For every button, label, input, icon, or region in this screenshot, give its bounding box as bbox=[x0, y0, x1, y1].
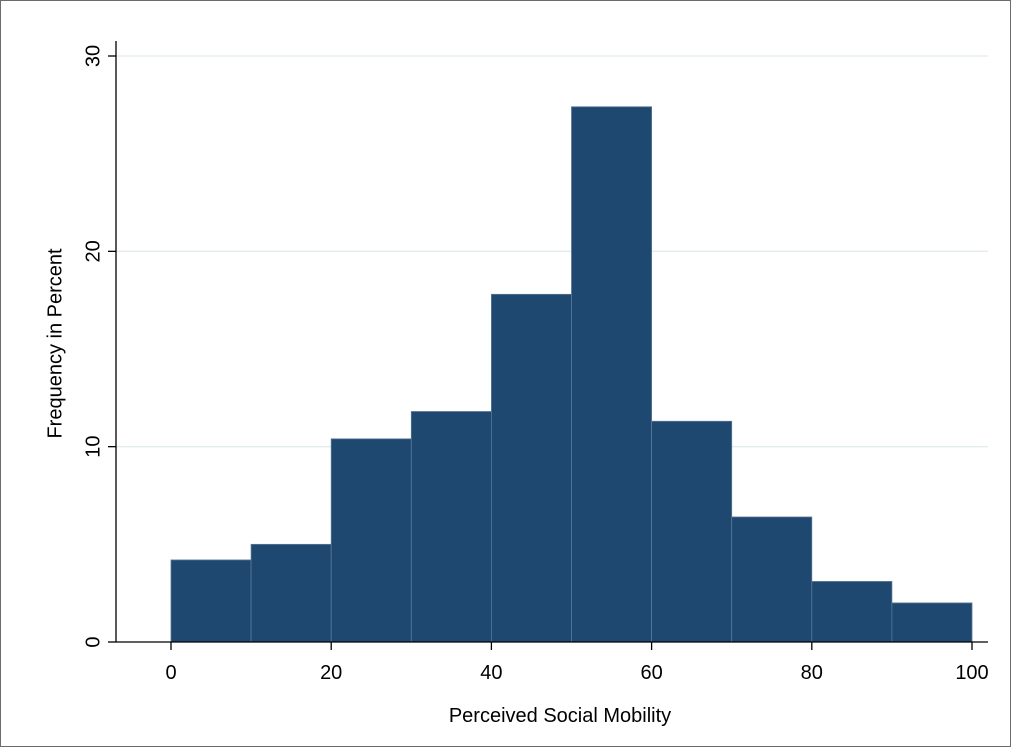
y-tick-label-0: 0 bbox=[82, 636, 104, 647]
y-tick-label-20: 20 bbox=[82, 240, 104, 262]
histogram-bar-4 bbox=[490, 293, 572, 643]
histogram-bar-9 bbox=[891, 602, 973, 643]
axis-layer bbox=[115, 41, 988, 643]
x-tick-label-40: 40 bbox=[480, 662, 502, 684]
bar-layer bbox=[170, 106, 973, 643]
histogram-bar-1 bbox=[250, 543, 332, 643]
histogram-bar-3 bbox=[410, 411, 492, 643]
histogram-bar-7 bbox=[731, 516, 813, 643]
y-tick-label-30: 30 bbox=[82, 45, 104, 67]
y-tick-label-10: 10 bbox=[82, 436, 104, 458]
x-tick-label-0: 0 bbox=[165, 662, 176, 684]
x-tick-label-100: 100 bbox=[955, 662, 988, 684]
histogram-bar-5 bbox=[571, 106, 652, 643]
tick-layer: 0 20 40 60 80 100 0 10 20 30 bbox=[82, 45, 988, 684]
histogram-bar-2 bbox=[330, 438, 412, 643]
histogram-bar-8 bbox=[811, 581, 893, 643]
histogram-bar-0 bbox=[170, 559, 252, 643]
x-tick-label-80: 80 bbox=[801, 662, 823, 684]
x-tick-label-20: 20 bbox=[320, 662, 342, 684]
x-axis-title: Perceived Social Mobility bbox=[449, 705, 671, 727]
histogram-bar-6 bbox=[651, 420, 733, 643]
x-tick-label-60: 60 bbox=[640, 662, 662, 684]
y-axis-title: Frequency in Percent bbox=[44, 248, 66, 439]
